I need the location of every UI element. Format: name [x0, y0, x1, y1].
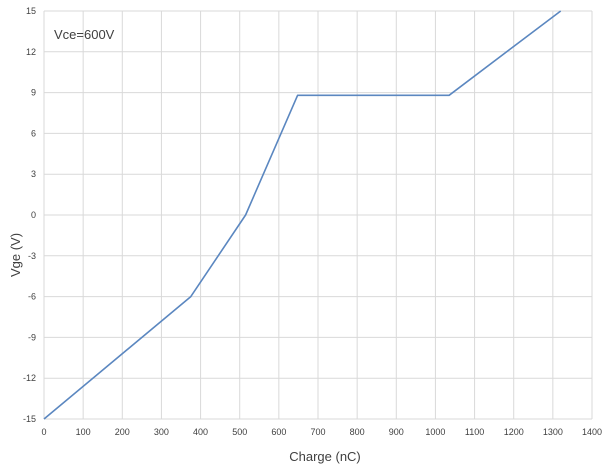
x-axis-label: Charge (nC): [289, 449, 361, 464]
x-tick-label: 700: [310, 427, 325, 437]
y-tick-label: 12: [26, 47, 36, 57]
x-tick-label: 200: [115, 427, 130, 437]
y-tick-label: -15: [23, 414, 36, 424]
x-tick-label: 1300: [543, 427, 563, 437]
x-tick-label: 0: [41, 427, 46, 437]
vce-annotation: Vce=600V: [54, 27, 115, 42]
x-tick-label: 100: [76, 427, 91, 437]
x-tick-label: 300: [154, 427, 169, 437]
series-line: [43, 10, 562, 420]
y-tick-label: 0: [31, 210, 36, 220]
y-tick-label: -6: [28, 292, 36, 302]
x-tick-label: 500: [232, 427, 247, 437]
x-tick-label: 600: [271, 427, 286, 437]
y-tick-label: 15: [26, 6, 36, 16]
y-tick-label: 3: [31, 169, 36, 179]
x-tick-label: 1100: [465, 427, 484, 437]
x-tick-label: 1200: [504, 427, 524, 437]
y-tick-label: -3: [28, 251, 36, 261]
x-tick-label: 400: [193, 427, 208, 437]
y-axis-label: Vge (V): [8, 233, 23, 277]
y-tick-label: 9: [31, 88, 36, 98]
y-tick-label: -12: [23, 373, 36, 383]
y-tick-label: -9: [28, 332, 36, 342]
tick-labels: 0 100 200 300 400 500 600 700 800 900 1000 1100 1200…: [23, 6, 602, 437]
grid: [43, 10, 593, 420]
y-tick-label: 6: [31, 128, 36, 138]
x-tick-label: 800: [350, 427, 365, 437]
x-tick-label: 1000: [425, 427, 445, 437]
x-tick-label: 900: [389, 427, 404, 437]
series-layer: [43, 10, 562, 420]
x-tick-label: 1400: [582, 427, 602, 437]
